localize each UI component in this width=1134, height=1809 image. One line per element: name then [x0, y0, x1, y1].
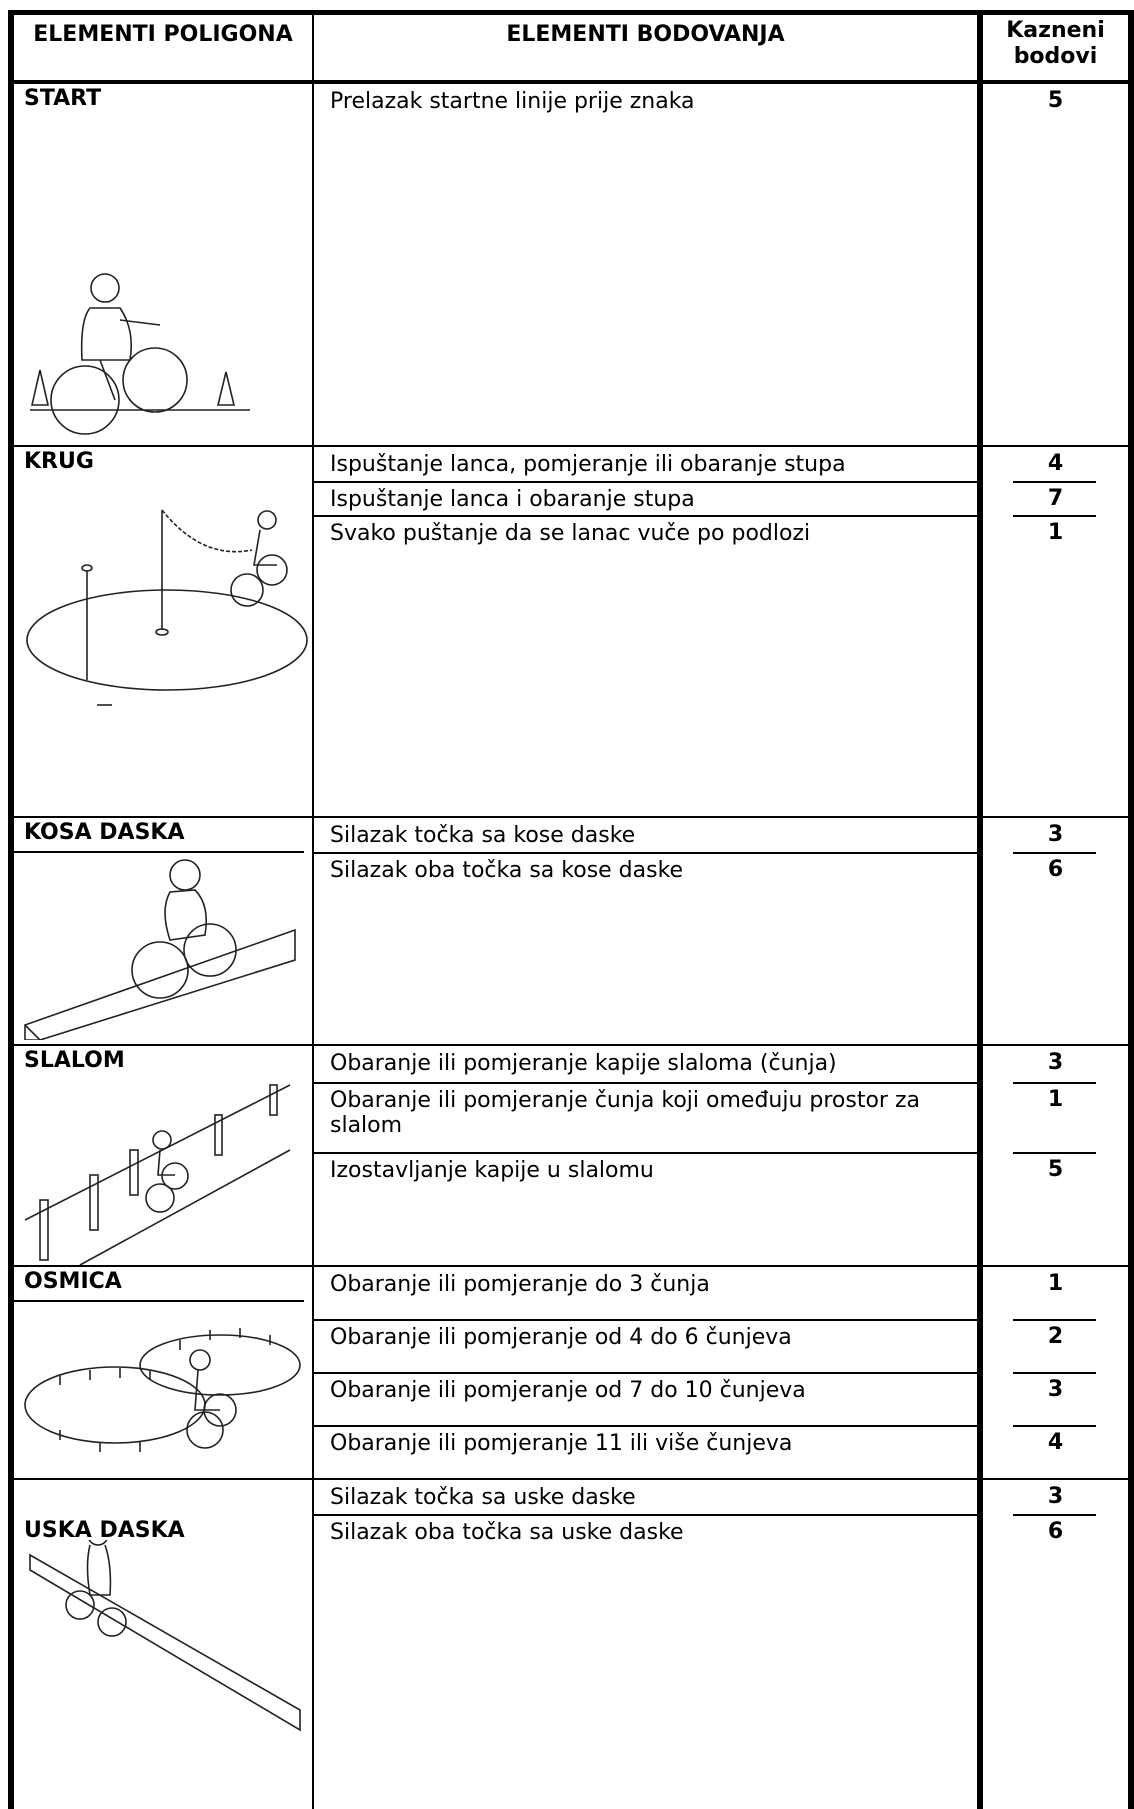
- illustration-osmica: [24, 1328, 301, 1452]
- item-divider: [314, 1082, 977, 1084]
- criterion-text: Silazak točka sa kose daske: [330, 823, 636, 848]
- row-divider: [8, 1478, 1134, 1480]
- name-underline: [14, 1300, 304, 1302]
- illustration-kosa-daska: [24, 859, 296, 1040]
- criterion-text: Obaranje ili pomjeranje čunja koji omeđu…: [330, 1088, 921, 1138]
- criterion-text: Obaranje ili pomjeranje od 7 do 10 čunje…: [330, 1378, 806, 1403]
- criterion-text: Obaranje ili pomjeranje kapije slaloma (…: [330, 1051, 837, 1076]
- penalty-points: 3: [1047, 1484, 1064, 1509]
- header-cell: ELEMENTI POLIGONA: [33, 22, 293, 47]
- item-divider: [314, 1319, 977, 1321]
- penalty-points: 3: [1047, 1050, 1064, 1075]
- border-left: [8, 10, 14, 1809]
- header-divider: [8, 80, 1134, 84]
- criterion-text: Ispuštanje lanca, pomjeranje ili obaranj…: [330, 452, 846, 477]
- item-divider: [1013, 852, 1096, 854]
- item-divider: [314, 515, 977, 517]
- item-divider: [314, 1372, 977, 1374]
- item-divider: [314, 852, 977, 854]
- section-name: SLALOM: [24, 1048, 125, 1073]
- row-divider: [8, 816, 1134, 818]
- item-divider: [1013, 1425, 1096, 1427]
- penalty-points: 5: [1047, 88, 1064, 113]
- item-divider: [1013, 1372, 1096, 1374]
- row-divider: [8, 445, 1134, 447]
- section-name: START: [24, 86, 102, 111]
- illustration-krug: [26, 509, 308, 706]
- criterion-text: Obaranje ili pomjeranje od 4 do 6 čunjev…: [330, 1325, 792, 1350]
- penalty-points: 1: [1047, 520, 1064, 545]
- penalty-points: 3: [1047, 822, 1064, 847]
- criterion-text: Svako puštanje da se lanac vuče po podlo…: [330, 521, 811, 546]
- name-underline: [14, 851, 304, 853]
- criterion-text: Obaranje ili pomjeranje 11 ili više čunj…: [330, 1431, 793, 1456]
- penalty-points: 1: [1047, 1271, 1064, 1296]
- item-divider: [1013, 481, 1096, 483]
- penalty-points: 2: [1047, 1324, 1064, 1349]
- illustration-slalom: [24, 1084, 291, 1266]
- header-cell: Kazneni bodovi: [1006, 18, 1105, 69]
- section-name: KRUG: [24, 449, 94, 474]
- penalty-points: 6: [1047, 1519, 1064, 1544]
- header-cell: ELEMENTI BODOVANJA: [506, 22, 785, 47]
- penalty-points: 6: [1047, 857, 1064, 882]
- item-divider: [314, 481, 977, 483]
- column-divider: [312, 10, 314, 1809]
- item-divider: [314, 1425, 977, 1427]
- row-divider: [8, 1044, 1134, 1046]
- item-divider: [1013, 1514, 1096, 1516]
- penalty-points: 4: [1047, 1430, 1064, 1455]
- item-divider: [1013, 1319, 1096, 1321]
- border-top: [8, 10, 1134, 15]
- border-right: [1128, 10, 1134, 1809]
- penalty-points: 7: [1047, 486, 1064, 511]
- penalty-points: 1: [1047, 1087, 1064, 1112]
- section-name: USKA DASKA: [24, 1518, 185, 1543]
- criterion-text: Silazak oba točka sa uske daske: [330, 1520, 684, 1545]
- item-divider: [1013, 1152, 1096, 1154]
- penalty-points: 4: [1047, 451, 1064, 476]
- criterion-text: Silazak točka sa uske daske: [330, 1485, 636, 1510]
- row-divider: [8, 1265, 1134, 1267]
- section-name: KOSA DASKA: [24, 820, 185, 845]
- criterion-text: Silazak oba točka sa kose daske: [330, 858, 684, 883]
- penalty-points: 3: [1047, 1377, 1064, 1402]
- criterion-text: Ispuštanje lanca i obaranje stupa: [330, 487, 695, 512]
- illustration-uska-daska: [29, 1540, 301, 1732]
- criterion-text: Obaranje ili pomjeranje do 3 čunja: [330, 1272, 710, 1297]
- penalty-points: 5: [1047, 1157, 1064, 1182]
- item-divider: [1013, 1082, 1096, 1084]
- item-divider: [314, 1514, 977, 1516]
- criterion-text: Prelazak startne linije prije znaka: [330, 89, 695, 114]
- column-divider: [977, 10, 983, 1809]
- illustration-start: [30, 273, 250, 435]
- item-divider: [1013, 515, 1096, 517]
- section-name: OSMICA: [24, 1269, 122, 1294]
- criterion-text: Izostavljanje kapije u slalomu: [330, 1158, 654, 1183]
- item-divider: [314, 1152, 977, 1154]
